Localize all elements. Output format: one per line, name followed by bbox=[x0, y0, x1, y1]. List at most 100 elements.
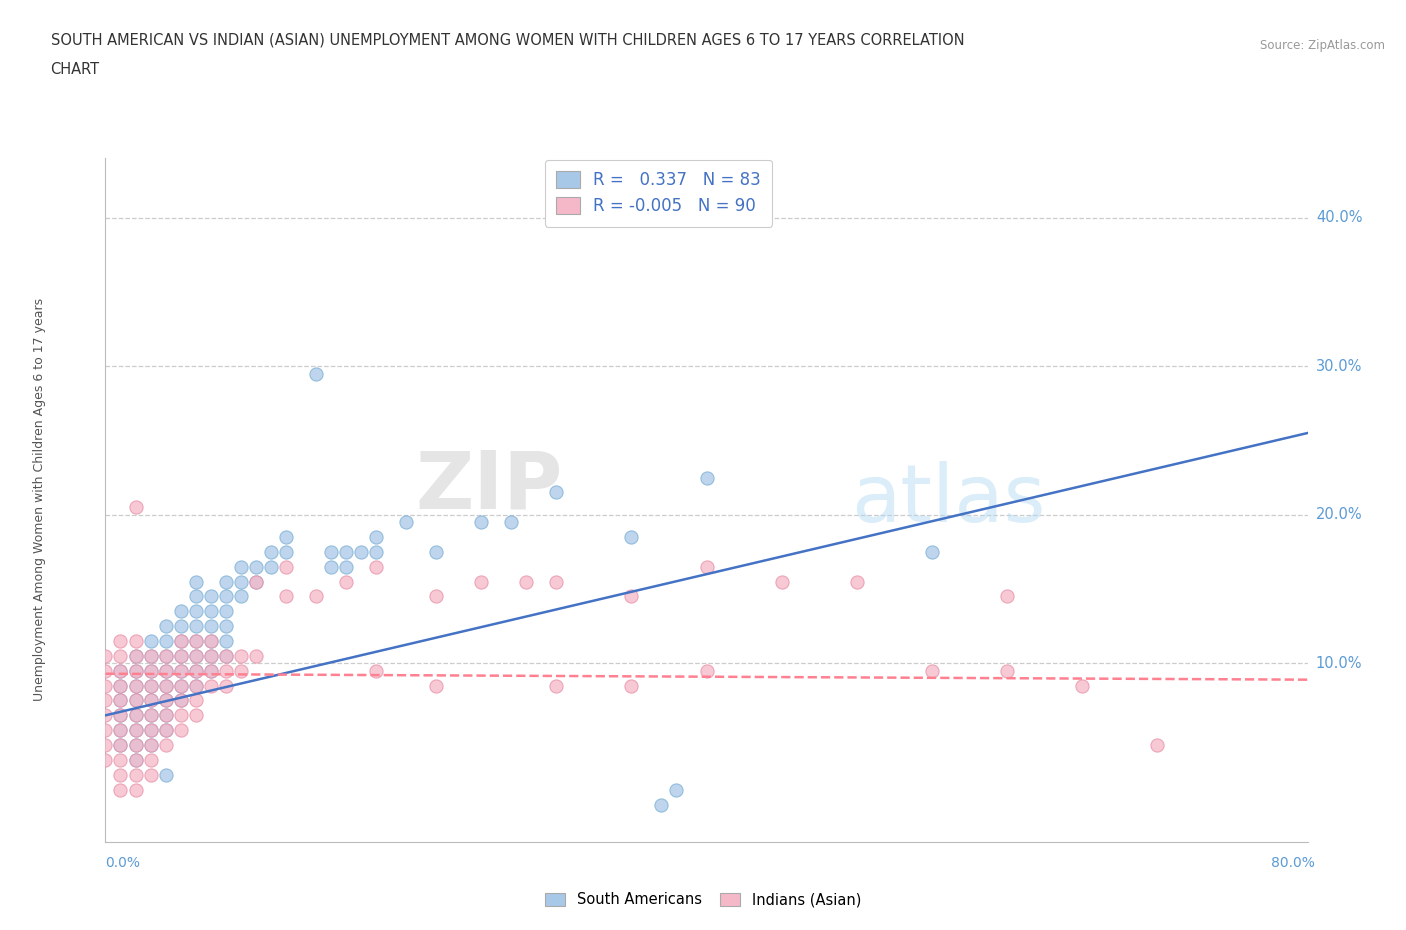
Point bbox=[200, 648, 222, 663]
Point bbox=[110, 678, 132, 693]
Point bbox=[155, 678, 177, 693]
Point bbox=[139, 737, 162, 752]
Point bbox=[155, 737, 177, 752]
Point bbox=[200, 633, 222, 648]
Point bbox=[350, 544, 373, 559]
Point bbox=[335, 574, 357, 589]
Point bbox=[169, 708, 191, 723]
Point bbox=[200, 663, 222, 678]
Point bbox=[110, 693, 132, 708]
Point bbox=[169, 633, 191, 648]
Point bbox=[184, 693, 207, 708]
Point bbox=[139, 678, 162, 693]
Point bbox=[169, 663, 191, 678]
Point bbox=[155, 723, 177, 737]
Point bbox=[110, 648, 132, 663]
Text: Unemployment Among Women with Children Ages 6 to 17 years: Unemployment Among Women with Children A… bbox=[32, 299, 46, 701]
Point bbox=[110, 708, 132, 723]
Text: Source: ZipAtlas.com: Source: ZipAtlas.com bbox=[1260, 39, 1385, 52]
Point bbox=[214, 589, 236, 604]
Point bbox=[229, 574, 252, 589]
Point bbox=[364, 559, 387, 574]
Point bbox=[124, 752, 146, 767]
Point bbox=[921, 544, 943, 559]
Point bbox=[110, 767, 132, 782]
Point bbox=[124, 663, 146, 678]
Point bbox=[200, 633, 222, 648]
Point bbox=[184, 633, 207, 648]
Point bbox=[169, 648, 191, 663]
Point bbox=[184, 678, 207, 693]
Point bbox=[184, 574, 207, 589]
Point bbox=[184, 648, 207, 663]
Point bbox=[260, 544, 283, 559]
Point bbox=[229, 559, 252, 574]
Point bbox=[124, 663, 146, 678]
Point bbox=[124, 633, 146, 648]
Point bbox=[515, 574, 537, 589]
Point bbox=[169, 693, 191, 708]
Point bbox=[620, 589, 643, 604]
Legend: R =   0.337   N = 83, R = -0.005   N = 90: R = 0.337 N = 83, R = -0.005 N = 90 bbox=[544, 160, 772, 227]
Point bbox=[124, 723, 146, 737]
Point bbox=[184, 648, 207, 663]
Point bbox=[94, 663, 117, 678]
Point bbox=[110, 678, 132, 693]
Point bbox=[200, 604, 222, 618]
Point bbox=[214, 574, 236, 589]
Point bbox=[696, 559, 718, 574]
Point bbox=[110, 723, 132, 737]
Point bbox=[139, 663, 162, 678]
Point bbox=[364, 529, 387, 544]
Point bbox=[214, 618, 236, 633]
Point bbox=[139, 693, 162, 708]
Point bbox=[184, 604, 207, 618]
Point bbox=[364, 663, 387, 678]
Point bbox=[155, 648, 177, 663]
Point bbox=[139, 663, 162, 678]
Point bbox=[169, 618, 191, 633]
Point bbox=[260, 559, 283, 574]
Point bbox=[155, 708, 177, 723]
Point bbox=[169, 723, 191, 737]
Point bbox=[245, 559, 267, 574]
Point bbox=[124, 767, 146, 782]
Point bbox=[124, 678, 146, 693]
Point bbox=[200, 663, 222, 678]
Point bbox=[470, 514, 492, 529]
Point bbox=[1071, 678, 1094, 693]
Point bbox=[155, 633, 177, 648]
Point bbox=[155, 663, 177, 678]
Point bbox=[139, 723, 162, 737]
Point bbox=[110, 737, 132, 752]
Point bbox=[155, 618, 177, 633]
Point bbox=[94, 752, 117, 767]
Point bbox=[155, 678, 177, 693]
Point bbox=[665, 782, 688, 797]
Point bbox=[139, 752, 162, 767]
Point bbox=[319, 544, 342, 559]
Point bbox=[139, 648, 162, 663]
Point bbox=[184, 663, 207, 678]
Point bbox=[139, 633, 162, 648]
Point bbox=[214, 663, 236, 678]
Point bbox=[169, 604, 191, 618]
Point bbox=[124, 693, 146, 708]
Point bbox=[200, 678, 222, 693]
Point bbox=[650, 797, 672, 812]
Point bbox=[155, 767, 177, 782]
Text: 40.0%: 40.0% bbox=[1316, 210, 1362, 225]
Point bbox=[184, 633, 207, 648]
Point bbox=[229, 648, 252, 663]
Point bbox=[169, 678, 191, 693]
Point bbox=[696, 471, 718, 485]
Point bbox=[995, 663, 1018, 678]
Point bbox=[169, 678, 191, 693]
Text: 0.0%: 0.0% bbox=[105, 856, 141, 870]
Point bbox=[335, 544, 357, 559]
Point bbox=[124, 737, 146, 752]
Point bbox=[214, 633, 236, 648]
Point bbox=[94, 678, 117, 693]
Point bbox=[110, 782, 132, 797]
Point bbox=[169, 648, 191, 663]
